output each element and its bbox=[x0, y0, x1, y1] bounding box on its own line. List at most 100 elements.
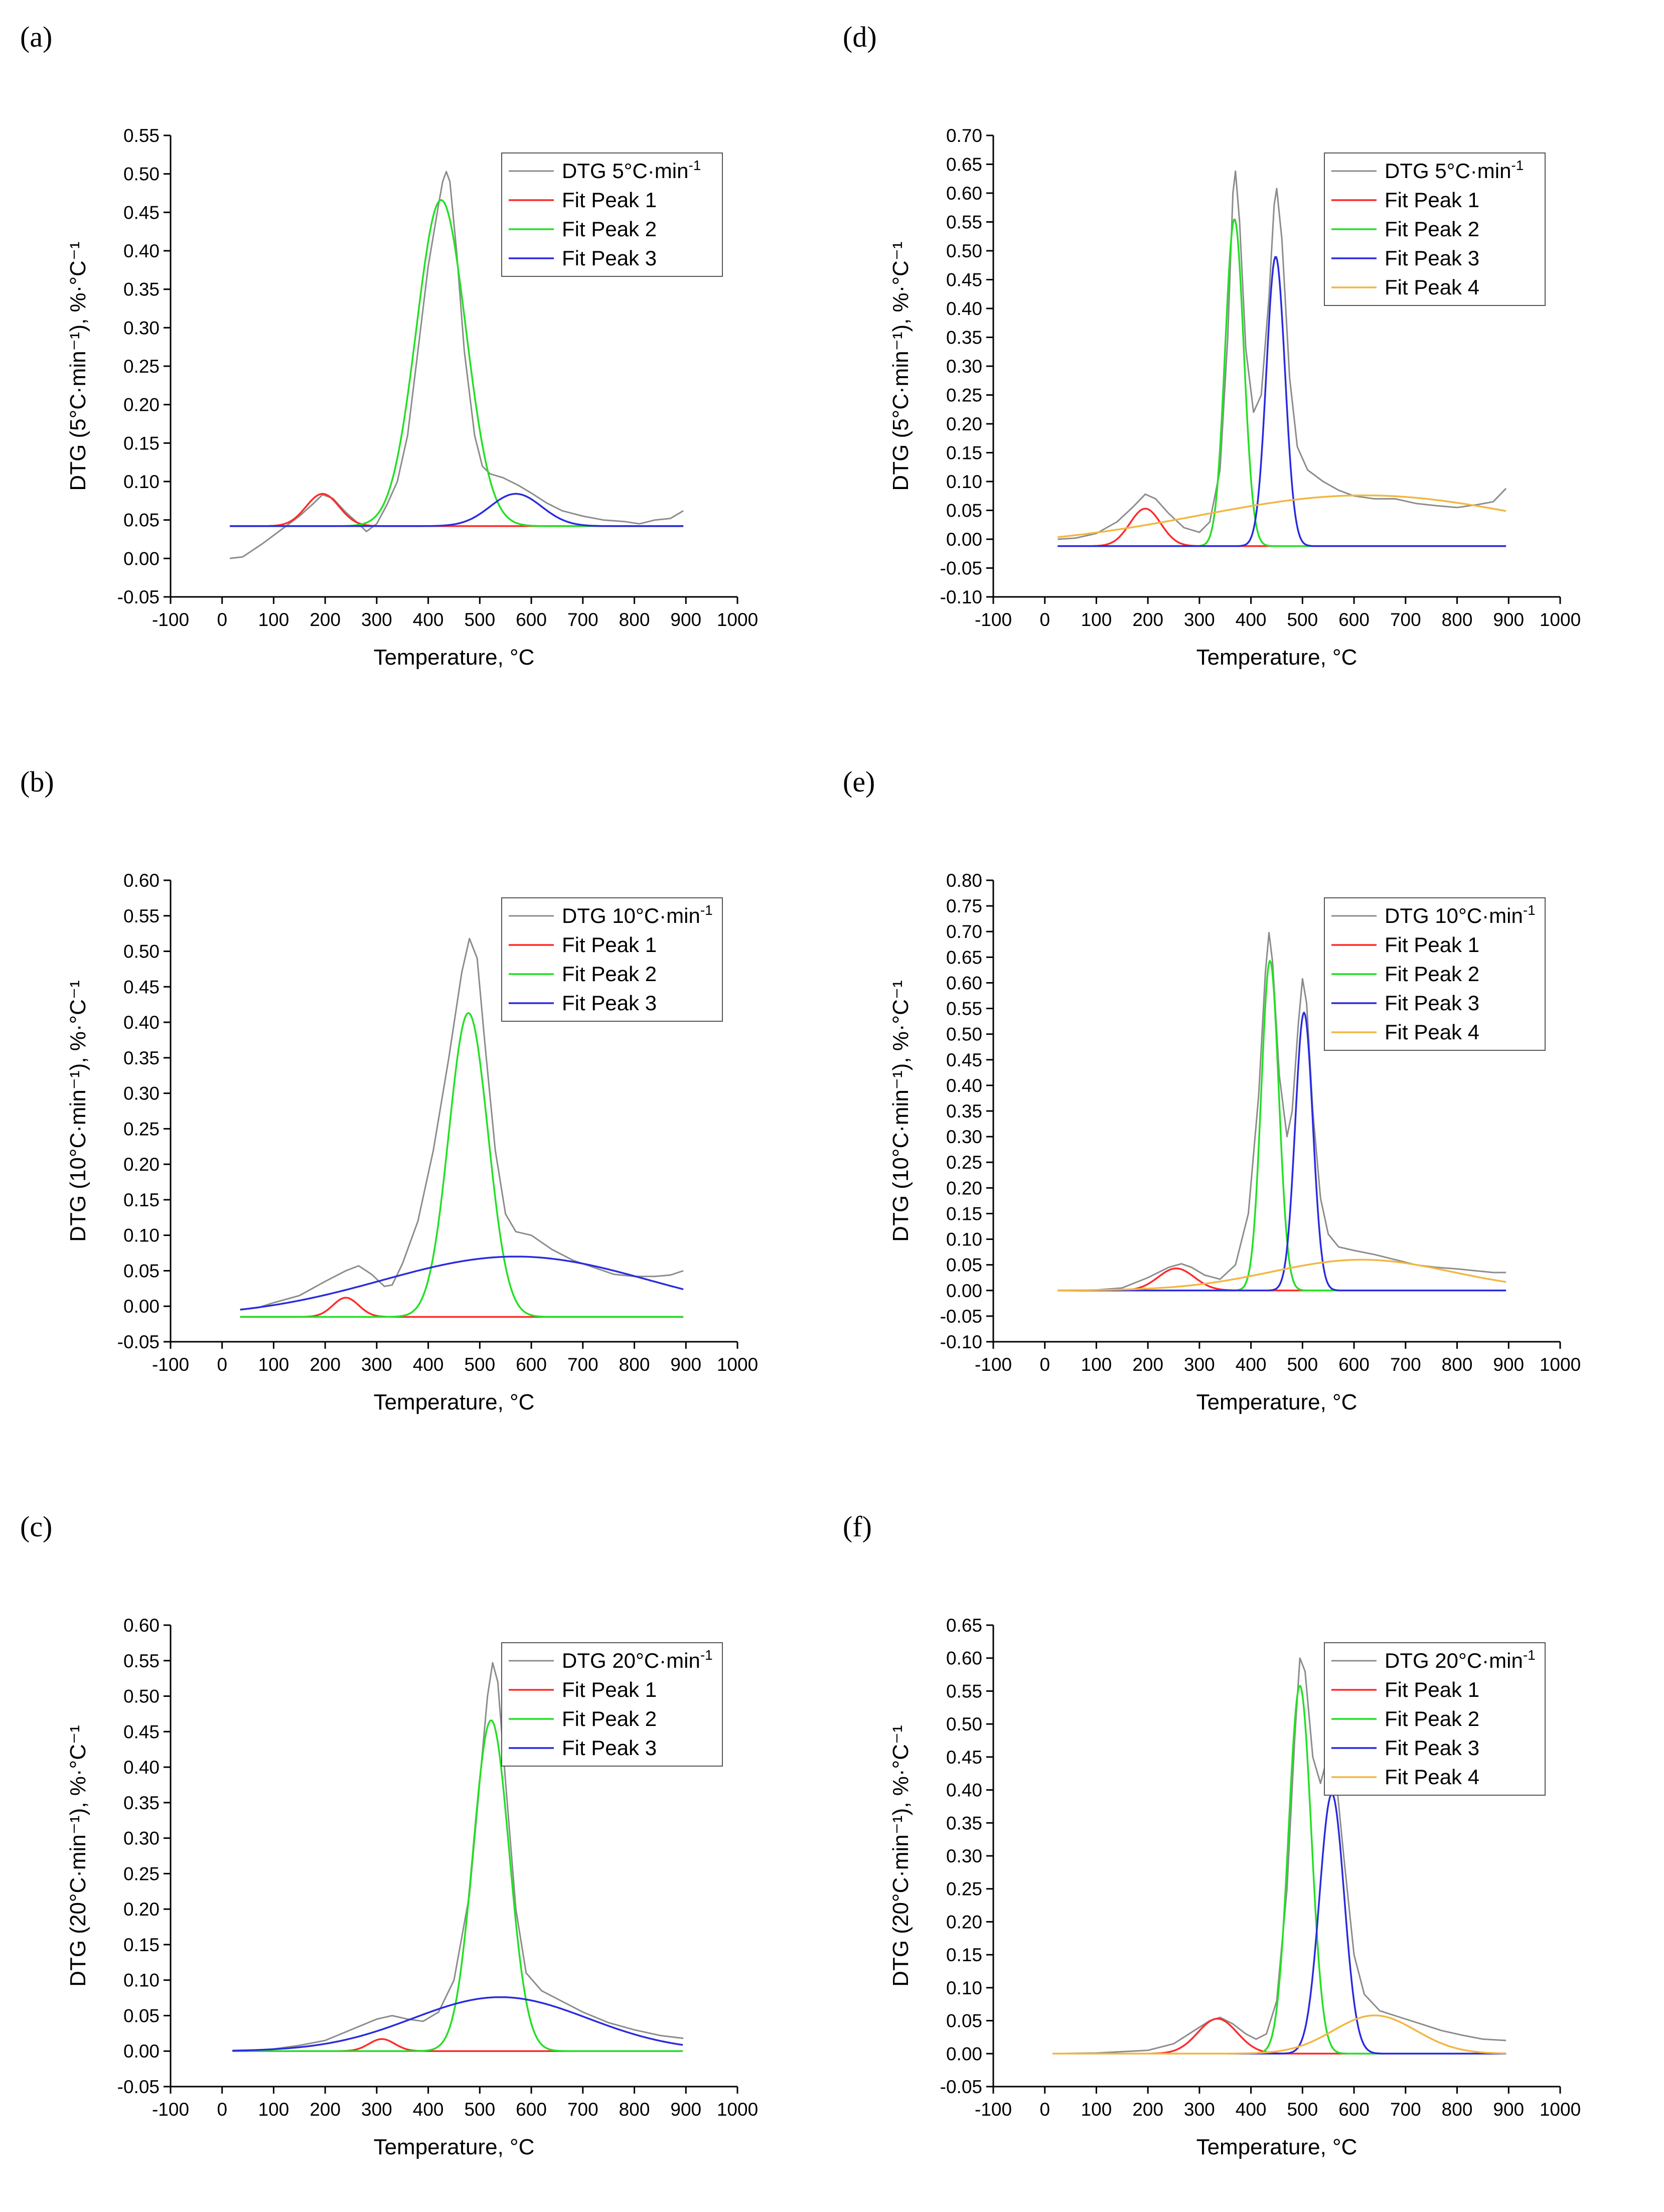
series-fit-peak-1-line bbox=[240, 1297, 684, 1318]
x-tick-label: 400 bbox=[1236, 1354, 1267, 1375]
x-tick-label: 300 bbox=[1184, 2099, 1215, 2120]
chart-panel-e: (e) -0.10 -0.05 0.00 0.05 0.10 0.15 0.20 0.25 0.… bbox=[843, 765, 1645, 1467]
y-tick-label: 0.60 bbox=[946, 1648, 982, 1669]
x-tick-label: 400 bbox=[1236, 609, 1267, 630]
y-tick-label: -0.10 bbox=[940, 1332, 982, 1352]
x-tick-label: -100 bbox=[975, 1354, 1012, 1375]
y-tick-label: 0.10 bbox=[123, 1970, 160, 1991]
y-tick-label: 0.40 bbox=[123, 1012, 160, 1033]
y-tick-label: 0.30 bbox=[123, 1083, 160, 1104]
x-tick-label: 0 bbox=[217, 609, 227, 630]
y-tick-label: 0.60 bbox=[946, 973, 982, 993]
y-tick-label: 0.20 bbox=[946, 1912, 982, 1932]
x-tick-label: 400 bbox=[413, 609, 444, 630]
legend-label-fit-peak-2: Fit Peak 2 bbox=[1385, 1707, 1479, 1730]
x-tick-label: 900 bbox=[670, 2099, 701, 2120]
x-tick-label: 0 bbox=[217, 1354, 227, 1375]
y-tick-label: 0.30 bbox=[946, 1846, 982, 1866]
y-tick-label: -0.05 bbox=[940, 1306, 982, 1327]
x-tick-label: -100 bbox=[975, 609, 1012, 630]
legend-label-fit-peak-3: Fit Peak 3 bbox=[562, 246, 657, 270]
x-tick-label: 200 bbox=[1132, 609, 1163, 630]
legend-label-dtg: DTG 20°C·min-1 bbox=[1385, 1647, 1536, 1672]
y-tick-label: 0.10 bbox=[123, 471, 160, 492]
y-tick-label: 0.40 bbox=[123, 1757, 160, 1778]
x-tick-label: 500 bbox=[464, 609, 495, 630]
legend: DTG 20°C·min-1 Fit Peak 1 Fit Peak 2 Fit Pe… bbox=[501, 1642, 723, 1767]
x-tick-label: -100 bbox=[152, 609, 189, 630]
y-tick-label: 0.10 bbox=[123, 1225, 160, 1246]
y-axis-title: DTG (10°C·min⁻¹), %·°C⁻¹ bbox=[66, 980, 90, 1242]
y-tick-label: 0.40 bbox=[123, 241, 160, 261]
plot-area bbox=[229, 171, 684, 559]
y-tick-label: 0.00 bbox=[946, 2043, 982, 2064]
y-tick-label: 0.15 bbox=[123, 1935, 160, 1955]
x-tick-label: 1000 bbox=[717, 609, 758, 630]
x-tick-label: -100 bbox=[152, 2099, 189, 2120]
y-tick-label: 0.40 bbox=[946, 1780, 982, 1801]
y-tick-label: 0.35 bbox=[123, 279, 160, 300]
chart-d: -0.10 -0.05 0.00 0.05 0.10 0.15 0.20 0.25 0.30 0.… bbox=[888, 125, 1581, 670]
y-tick-label: 0.50 bbox=[123, 1686, 160, 1707]
y-tick-label: 0.30 bbox=[123, 318, 160, 338]
legend-label-fit-peak-3: Fit Peak 3 bbox=[1385, 1736, 1479, 1760]
legend-label-fit-peak-1: Fit Peak 1 bbox=[1385, 188, 1479, 212]
y-tick-label: 0.45 bbox=[946, 270, 982, 290]
y-tick-label: 0.00 bbox=[123, 548, 160, 569]
y-tick-label: 0.80 bbox=[946, 870, 982, 891]
chart-panel-f: (f) -0.05 0.00 0.05 0.10 0.15 0.20 0.25 0.30 0.3… bbox=[843, 1510, 1645, 2212]
y-tick-label: 0.15 bbox=[946, 1945, 982, 1965]
legend-label-dtg: DTG 5°C·min-1 bbox=[562, 157, 701, 183]
x-tick-label: 600 bbox=[1338, 609, 1370, 630]
y-axis-title: DTG (5°C·min⁻¹), %·°C⁻¹ bbox=[888, 241, 913, 491]
y-tick-label: 0.60 bbox=[946, 183, 982, 204]
x-tick-label: 200 bbox=[310, 2099, 341, 2120]
chart-b: -0.05 0.00 0.05 0.10 0.15 0.20 0.25 0.30 0.35 0.4… bbox=[66, 870, 758, 1414]
y-tick-label: 0.35 bbox=[123, 1048, 160, 1068]
x-tick-label: -100 bbox=[152, 1354, 189, 1375]
x-tick-label: 200 bbox=[310, 1354, 341, 1375]
y-tick-label: 0.55 bbox=[123, 1651, 160, 1671]
y-axis-title: DTG (20°C·min⁻¹), %·°C⁻¹ bbox=[66, 1725, 90, 1987]
legend-label-fit-peak-4: Fit Peak 4 bbox=[1385, 275, 1479, 299]
y-tick-label: 0.65 bbox=[946, 1615, 982, 1636]
legend-label-fit-peak-1: Fit Peak 1 bbox=[1385, 933, 1479, 957]
y-tick-label: 0.15 bbox=[946, 443, 982, 463]
legend-label-fit-peak-2: Fit Peak 2 bbox=[562, 962, 657, 986]
y-axis-title: DTG (10°C·min⁻¹), %·°C⁻¹ bbox=[888, 980, 913, 1242]
y-tick-label: 0.50 bbox=[123, 941, 160, 962]
legend-box bbox=[501, 152, 723, 277]
chart-panel-b: (b) -0.05 0.00 0.05 0.10 0.15 0.20 0.25 0.30 0.3… bbox=[20, 765, 823, 1467]
series-dtg-line bbox=[240, 937, 684, 1311]
x-tick-label: 800 bbox=[619, 2099, 650, 2120]
y-tick-label: 0.45 bbox=[123, 977, 160, 997]
y-tick-label: 0.20 bbox=[946, 414, 982, 434]
y-tick-label: -0.05 bbox=[940, 2077, 982, 2097]
legend-label-fit-peak-2: Fit Peak 2 bbox=[562, 1707, 657, 1730]
y-tick-label: 0.40 bbox=[946, 1075, 982, 1096]
x-tick-label: 300 bbox=[361, 2099, 392, 2120]
x-tick-label: 100 bbox=[258, 2099, 289, 2120]
x-tick-label: 0 bbox=[217, 2099, 227, 2120]
panel-label-c: (c) bbox=[20, 1510, 53, 1543]
y-tick-label: 0.35 bbox=[946, 1813, 982, 1833]
y-tick-label: 0.20 bbox=[123, 1154, 160, 1175]
legend-box bbox=[501, 1642, 723, 1767]
x-tick-label: 600 bbox=[1338, 1354, 1370, 1375]
y-tick-label: 0.10 bbox=[946, 471, 982, 492]
y-tick-label: 0.05 bbox=[946, 1255, 982, 1276]
legend-label-fit-peak-1: Fit Peak 1 bbox=[1385, 1678, 1479, 1701]
y-tick-label: 0.00 bbox=[946, 529, 982, 550]
panel-label-e: (e) bbox=[843, 765, 875, 798]
legend-box bbox=[501, 897, 723, 1022]
y-tick-label: 0.20 bbox=[946, 1178, 982, 1198]
legend: DTG 10°C·min-1 Fit Peak 1 Fit Peak 2 Fit Pe… bbox=[1324, 897, 1546, 1051]
y-tick-label: 0.70 bbox=[946, 125, 982, 146]
x-tick-label: 700 bbox=[1390, 1354, 1421, 1375]
panel-label-b: (b) bbox=[20, 765, 54, 798]
x-tick-label: 800 bbox=[1442, 1354, 1473, 1375]
x-tick-label: 200 bbox=[310, 609, 341, 630]
chart-panel-c: (c) -0.05 0.00 0.05 0.10 0.15 0.20 0.25 0.30 0.3… bbox=[20, 1510, 823, 2212]
chart-panel-a: (a) -0.05 0.00 0.05 0.10 0.15 0.20 0.25 0.30 0.3… bbox=[20, 20, 823, 722]
x-tick-label: 500 bbox=[1287, 609, 1318, 630]
